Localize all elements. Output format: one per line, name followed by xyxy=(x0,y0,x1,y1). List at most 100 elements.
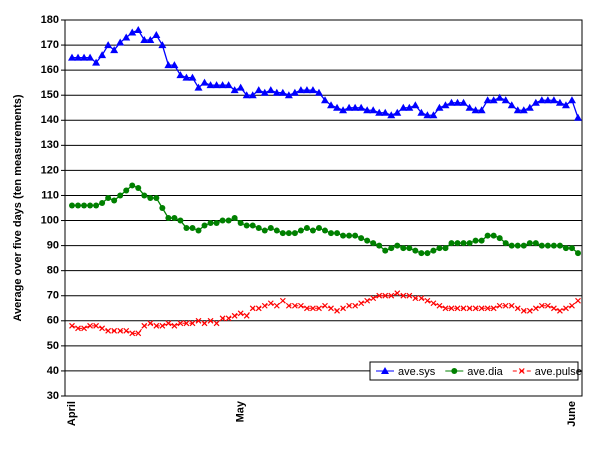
y-tick-label: 60 xyxy=(47,315,59,327)
point xyxy=(171,322,178,329)
point xyxy=(327,101,336,109)
point xyxy=(194,83,203,91)
y-tick-label: 160 xyxy=(41,64,59,76)
point xyxy=(303,225,310,232)
point xyxy=(291,230,298,237)
y-tick-label: 70 xyxy=(47,290,59,302)
point xyxy=(549,96,558,104)
point xyxy=(412,247,419,254)
point xyxy=(285,302,292,309)
point xyxy=(561,101,570,109)
point xyxy=(99,325,106,332)
point xyxy=(129,330,136,337)
y-tick-label: 80 xyxy=(47,265,59,277)
point xyxy=(207,317,214,324)
point xyxy=(526,307,533,314)
point xyxy=(230,86,239,94)
point xyxy=(74,53,83,61)
point xyxy=(472,237,479,244)
point xyxy=(394,290,401,297)
point xyxy=(496,302,503,309)
point xyxy=(134,26,143,34)
point xyxy=(249,305,256,312)
point xyxy=(514,242,521,249)
point xyxy=(290,88,299,96)
point xyxy=(345,103,354,111)
point xyxy=(267,225,274,232)
y-axis-label: Average over five days (ten measurements… xyxy=(12,94,24,321)
legend-marker xyxy=(451,368,458,374)
point xyxy=(165,215,172,222)
point xyxy=(316,305,322,312)
point xyxy=(164,61,173,69)
point xyxy=(128,28,137,36)
point xyxy=(159,322,166,329)
y-tick-label: 130 xyxy=(41,139,59,151)
point xyxy=(93,202,100,209)
point xyxy=(454,305,461,312)
point xyxy=(429,111,438,119)
point xyxy=(159,205,166,211)
point xyxy=(388,292,395,299)
point xyxy=(406,292,413,299)
point xyxy=(207,220,214,227)
point xyxy=(346,302,353,309)
point xyxy=(568,245,575,252)
point xyxy=(418,250,425,257)
point xyxy=(218,81,227,89)
point xyxy=(170,61,179,69)
legend-label: ave.dia xyxy=(467,366,503,378)
point xyxy=(471,106,480,114)
point xyxy=(352,302,359,309)
point xyxy=(225,217,232,224)
point xyxy=(86,53,95,61)
point xyxy=(543,96,552,104)
point xyxy=(129,182,136,189)
point xyxy=(363,106,372,114)
point xyxy=(266,86,275,94)
series-line xyxy=(71,292,579,334)
point xyxy=(370,295,377,302)
point xyxy=(490,232,497,239)
point xyxy=(158,41,167,49)
point xyxy=(195,317,202,324)
point xyxy=(466,305,473,312)
point xyxy=(219,217,226,224)
point xyxy=(146,36,155,44)
point xyxy=(261,227,268,234)
y-tick-label: 110 xyxy=(41,189,59,201)
y-tick-label: 150 xyxy=(41,89,59,101)
point xyxy=(267,300,274,307)
point xyxy=(328,305,334,312)
point xyxy=(279,230,286,237)
point xyxy=(141,322,148,329)
point xyxy=(201,222,208,229)
point xyxy=(111,197,118,204)
point xyxy=(254,86,263,94)
x-tick-label: April xyxy=(66,401,78,426)
point xyxy=(563,305,569,312)
point xyxy=(430,247,437,254)
point xyxy=(201,320,208,327)
point xyxy=(465,103,474,111)
point xyxy=(532,305,539,312)
x-tick-label: May xyxy=(235,400,247,422)
point xyxy=(237,220,244,227)
point xyxy=(81,325,87,332)
point xyxy=(117,192,124,199)
point xyxy=(466,240,473,247)
point xyxy=(297,227,304,234)
point xyxy=(575,297,581,304)
point xyxy=(98,51,107,59)
point xyxy=(557,307,563,314)
point xyxy=(436,302,443,309)
legend-marker xyxy=(518,368,525,374)
point xyxy=(176,71,185,79)
point xyxy=(322,227,328,234)
point xyxy=(231,312,238,319)
point xyxy=(117,327,124,334)
y-tick-label: 30 xyxy=(47,390,59,402)
point xyxy=(364,237,371,244)
point xyxy=(122,33,131,41)
point xyxy=(285,230,292,237)
